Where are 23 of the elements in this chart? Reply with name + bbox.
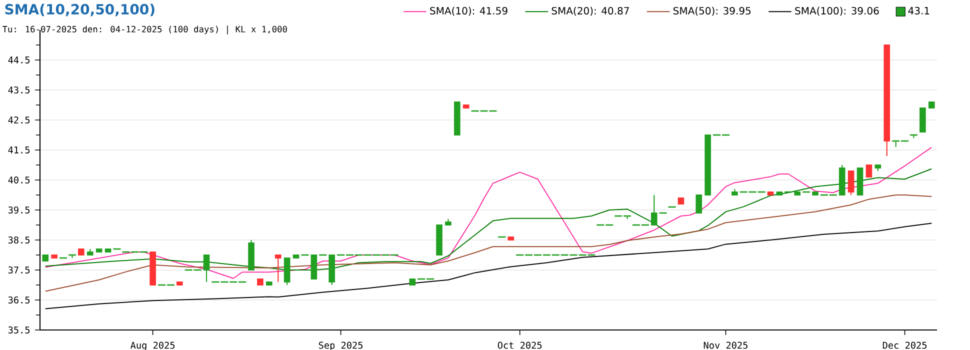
y-tick-label: 37.5 <box>8 266 30 274</box>
legend-label: SMA(100): 39.06 <box>795 6 879 16</box>
x-tick-label: Oct 2025 <box>498 342 542 349</box>
y-tick-label: 41.5 <box>8 146 30 154</box>
chart-title: SMA(10,20,50,100) <box>5 4 154 16</box>
x-tick-label: Nov 2025 <box>704 342 748 349</box>
y-tick-label: 35.5 <box>8 326 30 334</box>
y-tick-label: 40.5 <box>8 176 30 184</box>
line-series <box>44 146 932 279</box>
x-tick-label: Dec 2025 <box>882 342 927 349</box>
line-series <box>44 222 932 310</box>
y-tick-label: 42.5 <box>8 116 30 124</box>
y-tick-label: 43.5 <box>8 86 30 94</box>
y-tick-label: 39.5 <box>8 206 30 214</box>
y-tick-label: 36.5 <box>8 296 30 304</box>
y-tick-label: 44.5 <box>8 56 30 64</box>
legend-label: SMA(50): 39.95 <box>674 6 751 16</box>
legend-label: SMA(10): 41.59 <box>430 6 508 16</box>
line-series <box>44 168 932 270</box>
y-tick-label: 38.5 <box>8 236 30 244</box>
legend-label: 43.1 <box>908 6 930 14</box>
chart-subtitle: Tu: 16-07-2025 den: 04-12-2025 (100 days) | KL x 1,000 <box>2 26 287 34</box>
legend-label: SMA(20): 40.87 <box>552 6 629 16</box>
